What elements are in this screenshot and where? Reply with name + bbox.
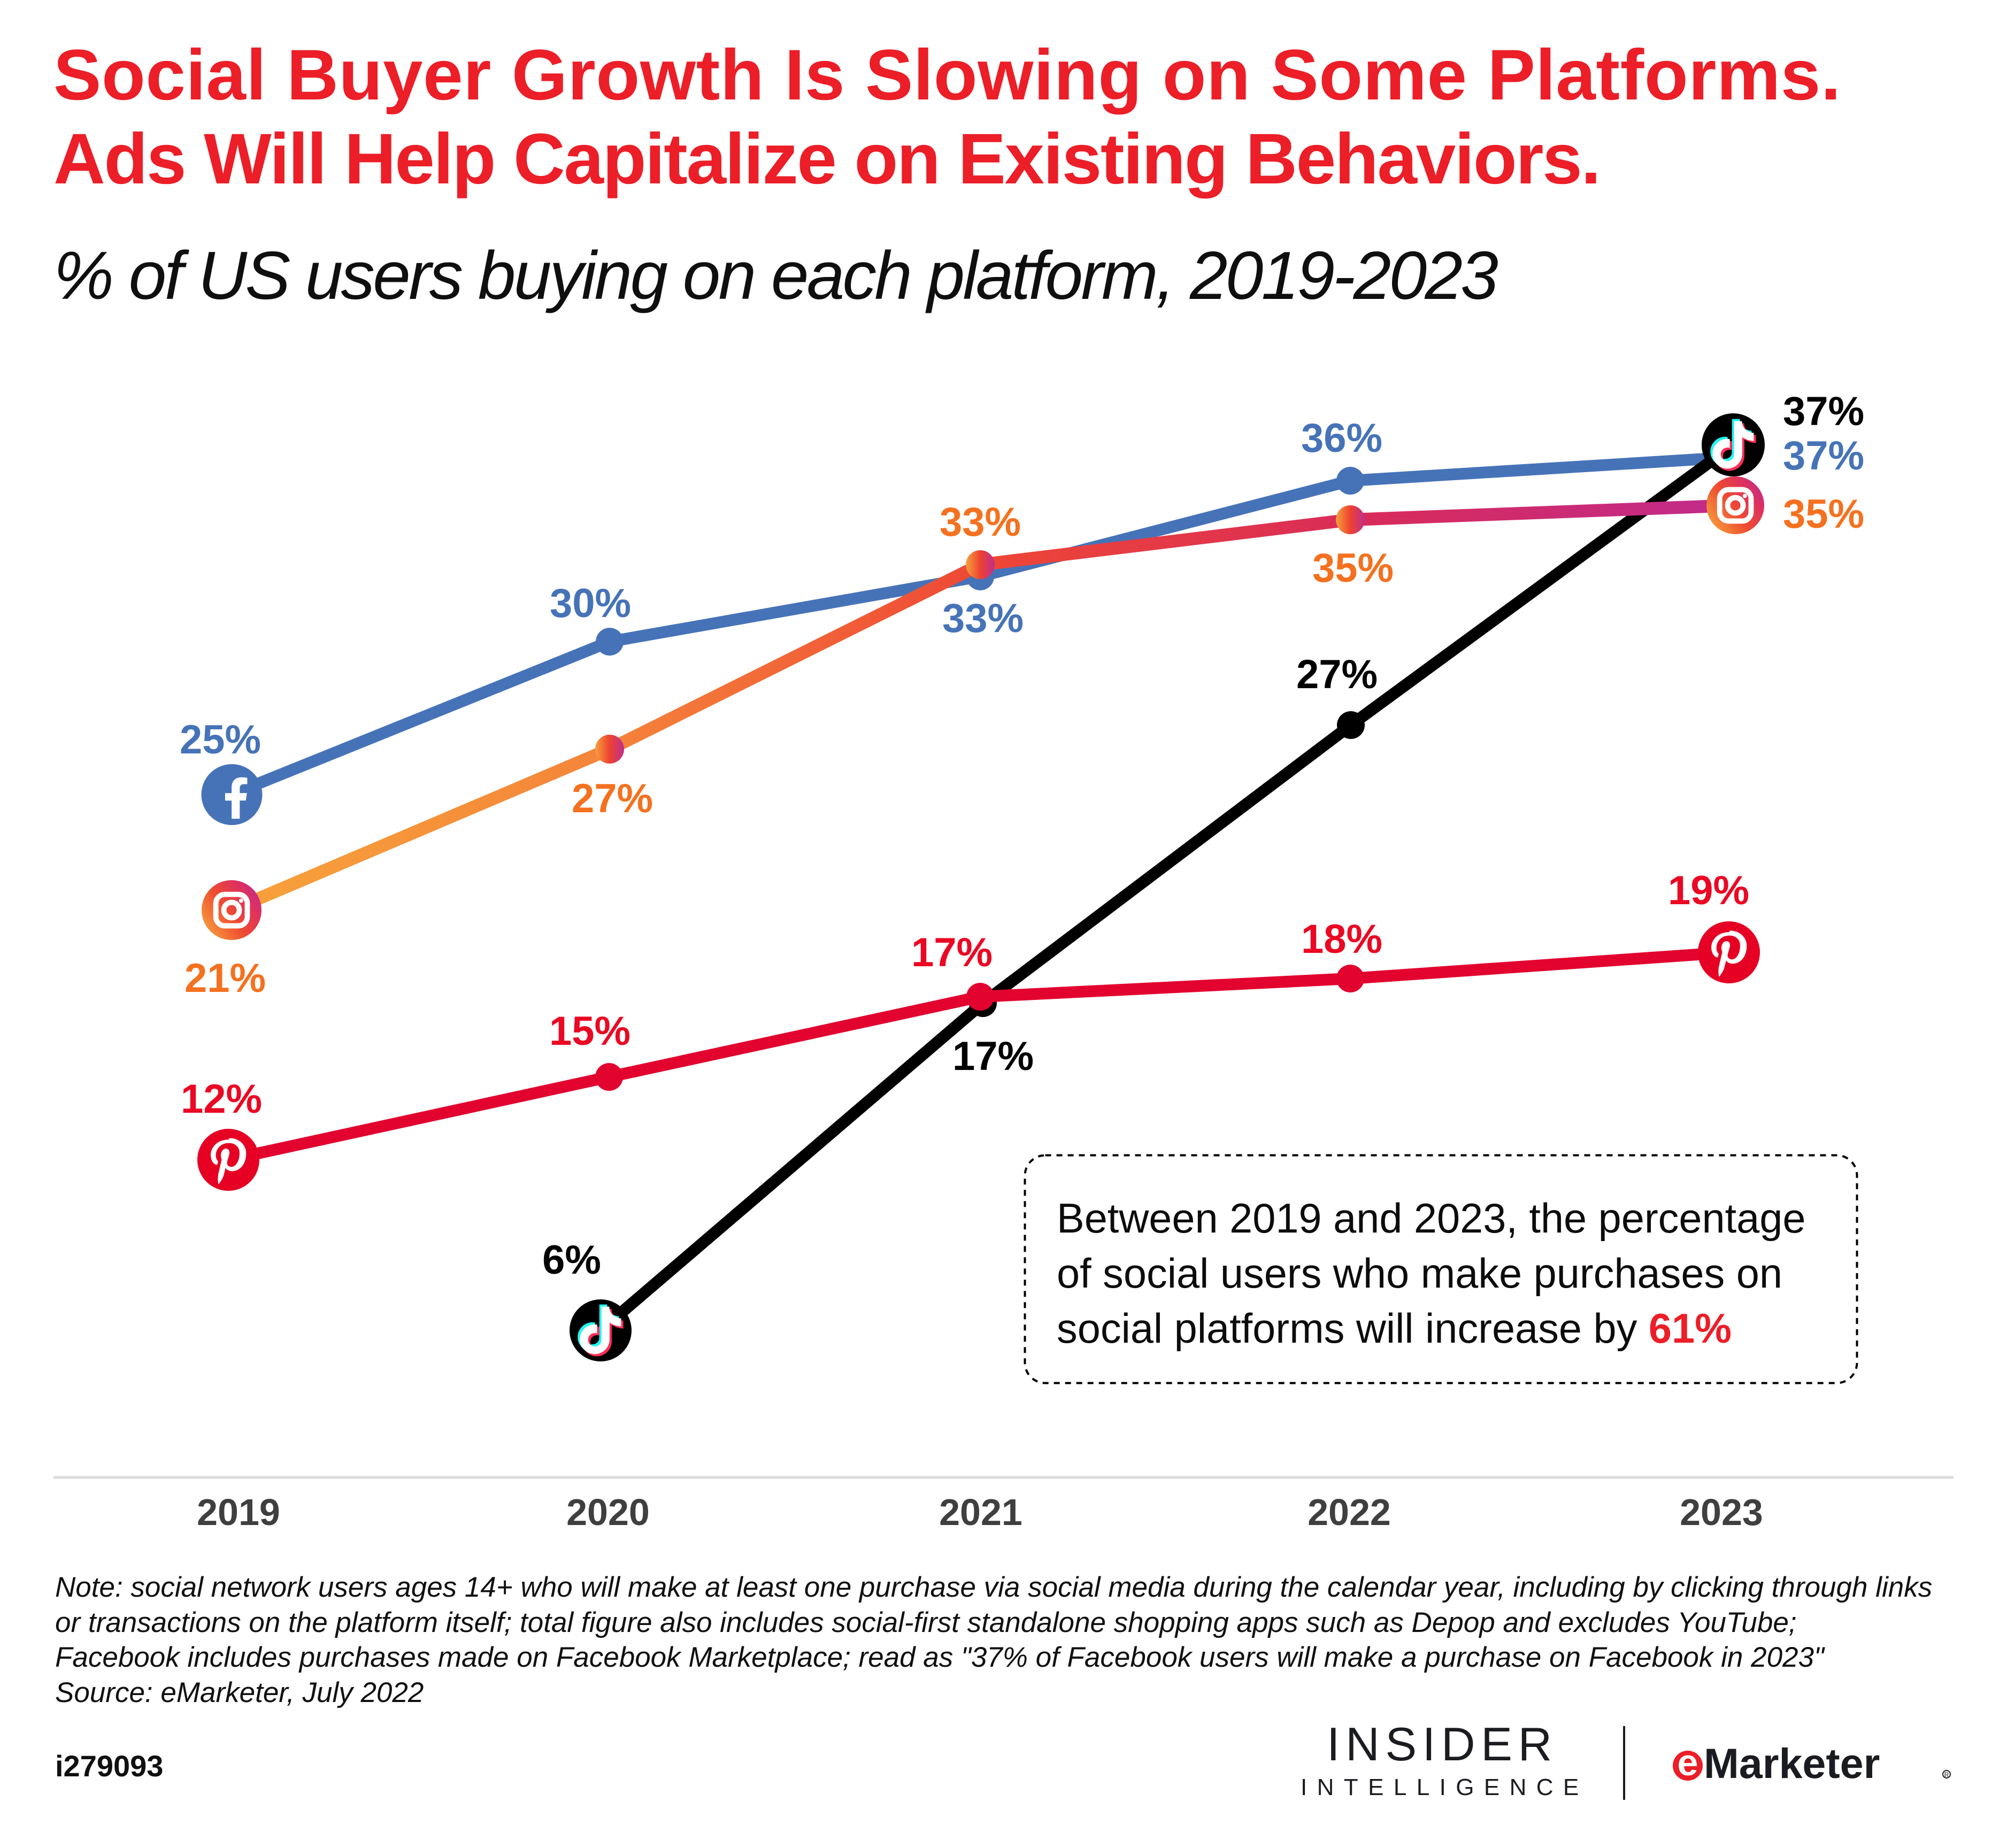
svg-text:27%: 27% xyxy=(572,776,653,821)
svg-text:21%: 21% xyxy=(184,956,266,1001)
svg-text:6%: 6% xyxy=(542,1237,601,1283)
svg-text:15%: 15% xyxy=(549,1008,630,1054)
svg-text:33%: 33% xyxy=(940,499,1021,545)
svg-text:R: R xyxy=(1944,1771,1949,1778)
svg-text:17%: 17% xyxy=(911,930,993,975)
svg-text:2023: 2023 xyxy=(1680,1491,1763,1533)
svg-text:35%: 35% xyxy=(1312,545,1394,591)
svg-text:25%: 25% xyxy=(180,717,261,763)
svg-text:2022: 2022 xyxy=(1308,1491,1391,1533)
svg-text:18%: 18% xyxy=(1301,917,1382,962)
svg-text:35%: 35% xyxy=(1783,491,1864,537)
svg-text:2020: 2020 xyxy=(566,1491,650,1533)
svg-text:33%: 33% xyxy=(942,596,1024,641)
svg-text:30%: 30% xyxy=(550,581,631,626)
svg-text:19%: 19% xyxy=(1668,868,1749,913)
svg-text:37%: 37% xyxy=(1783,433,1864,479)
svg-text:2019: 2019 xyxy=(197,1491,280,1533)
svg-text:Marketer: Marketer xyxy=(1704,1739,1880,1787)
svg-text:17%: 17% xyxy=(952,1034,1034,1079)
svg-text:37%: 37% xyxy=(1783,389,1864,434)
svg-text:36%: 36% xyxy=(1301,415,1382,461)
svg-text:2021: 2021 xyxy=(939,1491,1022,1533)
svg-text:e: e xyxy=(1678,1742,1698,1783)
svg-text:27%: 27% xyxy=(1296,652,1378,697)
svg-text:12%: 12% xyxy=(181,1076,262,1122)
